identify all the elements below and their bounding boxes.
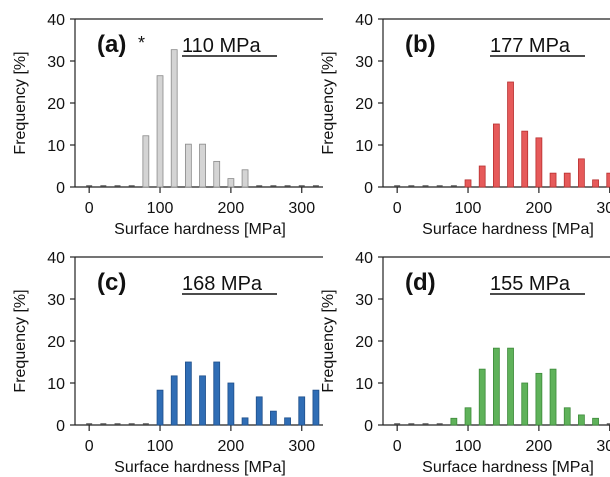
histogram-bar: [492, 347, 500, 426]
x-tick-label: 200: [526, 438, 553, 455]
histogram-bar: [492, 123, 500, 188]
histogram-bar: [592, 179, 599, 188]
panel-title: 155 MPa: [490, 273, 571, 295]
histogram-bar: [184, 143, 192, 188]
y-tick-label: 10: [355, 376, 373, 393]
y-tick-label: 20: [47, 334, 65, 351]
histogram-bar: [521, 382, 529, 426]
histogram-bar: [464, 179, 472, 188]
histogram-bar: [156, 389, 164, 426]
histogram-bar: [227, 382, 235, 426]
histogram-bar: [213, 160, 221, 188]
histogram-bar: [478, 368, 486, 426]
histogram-bar: [549, 172, 557, 188]
histogram-bar: [170, 375, 178, 426]
y-tick-label: 0: [56, 180, 65, 197]
x-tick-label: 200: [218, 438, 245, 455]
x-axis-label: Surface hardness [MPa]: [422, 459, 594, 476]
histogram-bar: [184, 361, 192, 426]
histogram-bar: [578, 158, 585, 188]
y-tick-label: 40: [355, 12, 373, 29]
histogram-bar: [563, 407, 571, 426]
y-tick-label: 10: [47, 376, 65, 393]
x-tick-label: 300: [596, 200, 610, 217]
x-tick-label: 100: [455, 438, 482, 455]
x-tick-label: 100: [455, 200, 482, 217]
y-axis-label: Frequency [%]: [320, 289, 337, 392]
histogram-bar: [478, 165, 486, 188]
y-tick-label: 40: [47, 250, 65, 267]
x-axis-label: Surface hardness [MPa]: [114, 459, 286, 476]
histogram-bar: [312, 389, 320, 426]
y-tick-label: 30: [47, 54, 65, 71]
histogram-bar: [170, 49, 178, 188]
panel-title: 110 MPa: [182, 35, 261, 57]
histogram-bar: [450, 417, 458, 426]
histogram-bar: [255, 396, 263, 426]
histogram-bar: [535, 372, 543, 426]
x-tick-label: 300: [596, 438, 610, 455]
y-tick-label: 40: [47, 12, 65, 29]
y-tick-label: 0: [56, 418, 65, 435]
y-tick-label: 20: [355, 334, 373, 351]
x-axis-label: Surface hardness [MPa]: [422, 221, 594, 238]
histogram-bar: [241, 169, 249, 188]
histogram-bar: [464, 407, 472, 426]
x-tick-label: 0: [393, 200, 402, 217]
histogram-bar: [592, 417, 599, 426]
y-tick-label: 30: [355, 292, 373, 309]
x-axis-label: Surface hardness [MPa]: [114, 221, 286, 238]
histogram-bar: [227, 178, 235, 188]
histogram-bar: [507, 347, 514, 426]
histogram-bar: [549, 368, 557, 426]
y-tick-label: 10: [47, 138, 65, 155]
histogram-bar: [284, 417, 291, 426]
x-tick-label: 100: [147, 200, 174, 217]
histogram-bar: [142, 135, 150, 188]
histogram-bar: [270, 410, 277, 426]
y-axis-label: Frequency [%]: [12, 51, 29, 154]
x-tick-label: 100: [147, 438, 174, 455]
histogram-bar: [578, 414, 585, 426]
y-axis-label: Frequency [%]: [12, 289, 29, 392]
histogram-bar: [563, 172, 571, 188]
histogram-bar: [199, 375, 206, 426]
y-tick-label: 30: [355, 54, 373, 71]
histogram-bar: [213, 361, 221, 426]
y-tick-label: 10: [355, 138, 373, 155]
y-tick-label: 40: [355, 250, 373, 267]
panel-label: (c): [97, 269, 126, 296]
y-tick-label: 0: [364, 418, 373, 435]
y-tick-label: 20: [355, 96, 373, 113]
x-tick-label: 0: [393, 438, 402, 455]
x-tick-label: 300: [288, 438, 315, 455]
histogram-bar: [298, 396, 306, 426]
panel-label: (b): [405, 31, 436, 58]
panel-label: (a): [97, 31, 126, 58]
x-tick-label: 0: [85, 438, 94, 455]
x-tick-label: 0: [85, 200, 94, 217]
y-axis-label: Frequency [%]: [320, 51, 337, 154]
y-tick-label: 20: [47, 96, 65, 113]
y-tick-label: 30: [47, 292, 65, 309]
asterisk-marker: *: [138, 33, 145, 53]
x-tick-label: 300: [288, 200, 315, 217]
y-tick-label: 0: [364, 180, 373, 197]
histogram-bar: [507, 81, 514, 188]
histogram-bar: [199, 143, 206, 188]
histogram-bar: [156, 75, 164, 188]
x-tick-label: 200: [218, 200, 245, 217]
histogram-bar: [241, 417, 249, 426]
x-tick-label: 200: [526, 200, 553, 217]
panel-title: 177 MPa: [490, 35, 571, 57]
panel-label: (d): [405, 269, 436, 296]
histogram-bar: [521, 130, 529, 188]
histogram-bar: [535, 137, 543, 188]
panel-title: 168 MPa: [182, 273, 263, 295]
